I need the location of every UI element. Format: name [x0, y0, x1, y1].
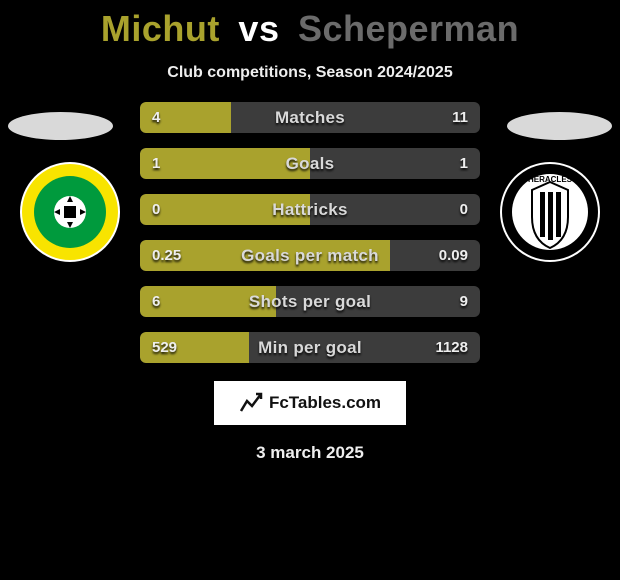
stat-value-right: 9 [448, 286, 480, 317]
player2-shadow [507, 112, 612, 140]
team1-badge [20, 162, 120, 262]
comparison-title: Michut vs Scheperman [0, 0, 620, 50]
branding-box: FcTables.com [214, 381, 406, 425]
stat-value-right: 1 [448, 148, 480, 179]
team2-badge: HERACLES [500, 162, 600, 262]
heracles-icon: HERACLES [500, 162, 600, 262]
branding-text: FcTables.com [269, 393, 381, 413]
stat-label: Matches [140, 102, 480, 133]
chart-icon [239, 391, 263, 415]
svg-text:HERACLES: HERACLES [528, 175, 573, 184]
stat-label: Shots per goal [140, 286, 480, 317]
subtitle: Club competitions, Season 2024/2025 [0, 64, 620, 82]
stat-value-right: 1128 [423, 332, 480, 363]
fortuna-sittard-icon [20, 162, 120, 262]
stat-label: Goals [140, 148, 480, 179]
stat-row: 1Goals1 [140, 148, 480, 179]
stat-row: 529Min per goal1128 [140, 332, 480, 363]
stat-value-right: 0 [448, 194, 480, 225]
player2-name: Scheperman [298, 8, 519, 49]
stat-value-right: 0.09 [427, 240, 480, 271]
stat-row: 6Shots per goal9 [140, 286, 480, 317]
stat-label: Hattricks [140, 194, 480, 225]
date-text: 3 march 2025 [0, 443, 620, 463]
stat-value-right: 11 [440, 102, 480, 133]
comparison-stage: HERACLES 4Matches11 1Goals1 0Hattricks0 0.2… [0, 102, 620, 363]
stat-row: 0.25Goals per match0.09 [140, 240, 480, 271]
vs-text: vs [238, 8, 279, 49]
player1-shadow [8, 112, 113, 140]
stat-row: 0Hattricks0 [140, 194, 480, 225]
stat-row: 4Matches11 [140, 102, 480, 133]
player1-name: Michut [101, 8, 220, 49]
stats-rows: 4Matches11 1Goals1 0Hattricks0 0.25Goals pe… [140, 102, 480, 363]
